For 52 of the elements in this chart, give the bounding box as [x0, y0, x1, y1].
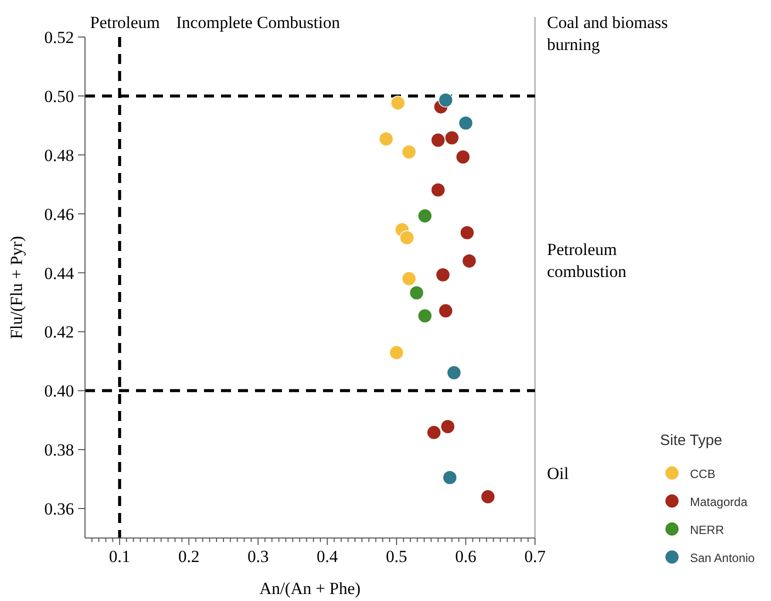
text: Incomplete Combustion [176, 13, 340, 32]
point [444, 130, 460, 146]
point [390, 96, 406, 110]
point [462, 254, 477, 268]
point [458, 116, 474, 130]
point [430, 182, 446, 198]
y-tick-label: 0.48 [44, 146, 74, 165]
y-tick-label: 0.42 [44, 322, 74, 342]
point [426, 425, 442, 440]
point [418, 308, 432, 324]
text: Petroleum [90, 13, 160, 32]
x-tick-label: 0.1 [108, 547, 130, 566]
legend-title: Site Type [660, 432, 722, 449]
point [430, 132, 446, 148]
point [378, 132, 394, 146]
point [456, 150, 470, 164]
point [389, 345, 404, 360]
point [402, 271, 416, 286]
legend-label: San Antonio [690, 551, 756, 565]
point [440, 419, 456, 434]
point [400, 230, 414, 246]
x-axis-title: An/(An + Phe) [259, 579, 361, 598]
point [438, 92, 454, 108]
point [436, 267, 450, 282]
text: Coal and biomass burning [547, 13, 668, 54]
y-tick-label: 0.50 [44, 86, 74, 106]
text: Oil [547, 464, 569, 484]
point [446, 365, 462, 380]
legend-label: CCB [690, 467, 716, 481]
x-tick-label: 0.5 [386, 547, 408, 566]
y-tick-label: 0.46 [44, 204, 74, 224]
y-tick-label: 0.44 [44, 264, 74, 283]
point [438, 303, 454, 318]
x-tick-label: 0.2 [178, 547, 200, 566]
point [442, 470, 458, 485]
point [460, 225, 475, 240]
point [418, 208, 432, 224]
legend-label: NERR [690, 523, 724, 537]
y-axis-title: Flu/(Flu + Pyr) [7, 236, 26, 340]
legend-label: Matagorda [690, 495, 748, 509]
x-tick-label: 0.4 [316, 547, 338, 566]
y-tick-label: 0.40 [44, 382, 74, 401]
x-tick-label: 0.7 [524, 547, 546, 566]
point [480, 489, 496, 504]
x-tick-label: 0.3 [247, 547, 269, 566]
x-tick-label: 0.6 [455, 547, 476, 566]
y-tick-label: 0.52 [44, 28, 74, 47]
y-tick-label: 0.38 [44, 440, 74, 460]
point [402, 144, 416, 160]
y-tick-label: 0.36 [44, 500, 74, 519]
text: Petroleum combustion [547, 240, 627, 282]
point [409, 285, 424, 300]
